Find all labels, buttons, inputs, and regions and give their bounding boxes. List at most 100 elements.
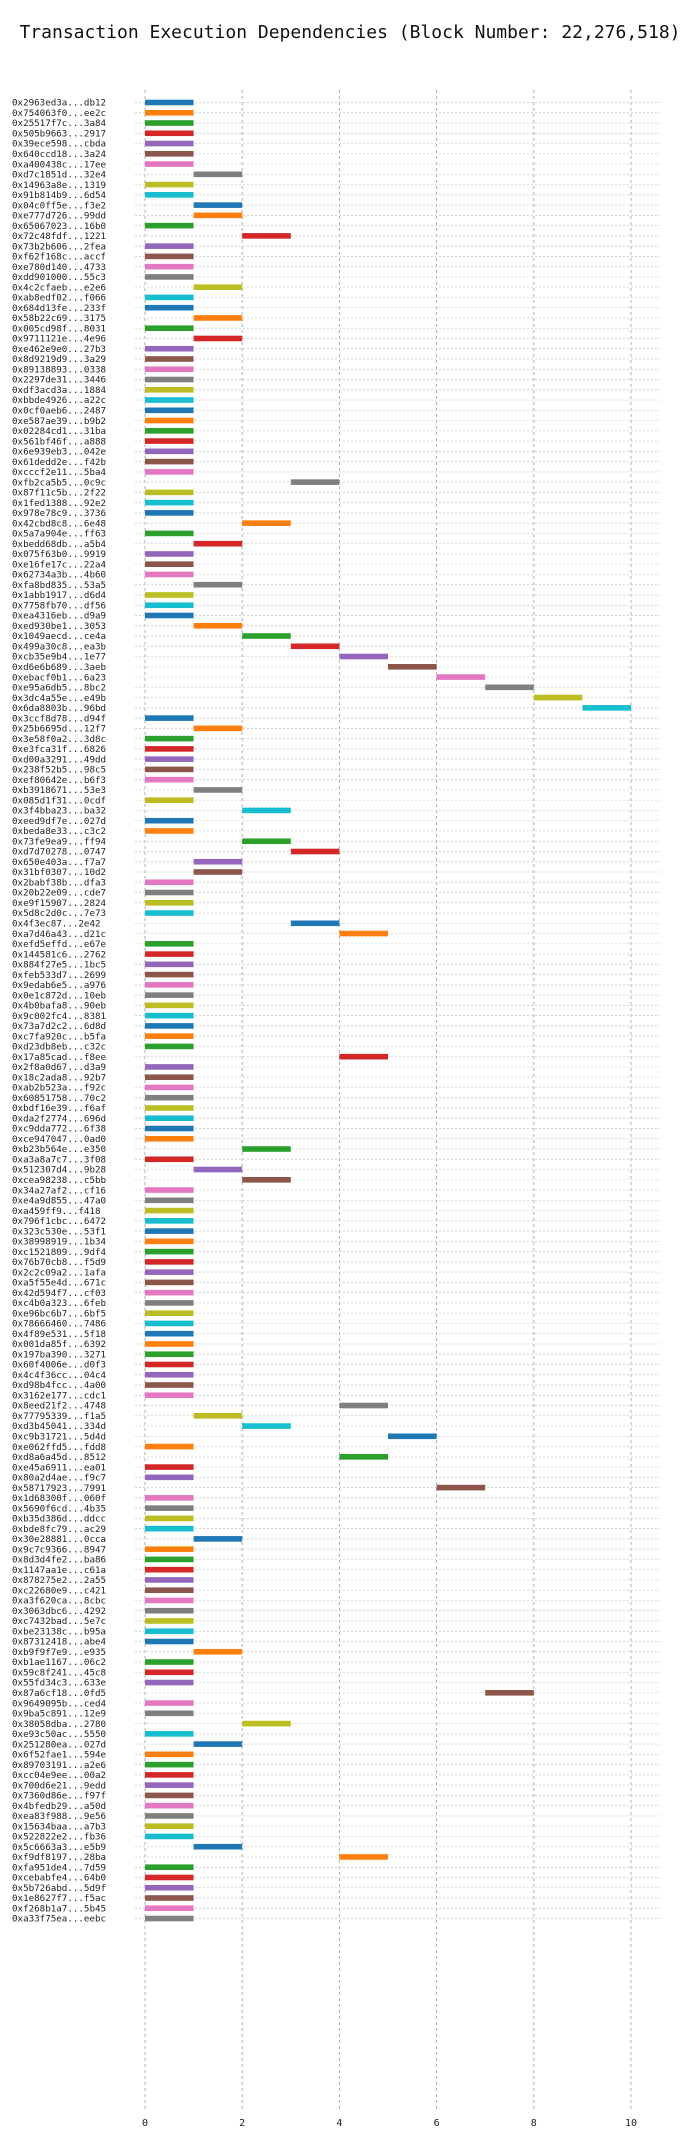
transaction-label: 0x2babf38b...dfa3 [12, 877, 106, 888]
transaction-bar [145, 766, 194, 773]
transaction-bar [145, 1392, 194, 1399]
transaction-label: 0x60851758...70c2 [12, 1093, 106, 1104]
transaction-label: 0xbde8fc79...ac29 [12, 1524, 106, 1535]
transaction-label: 0xb1ae1167...06c2 [12, 1657, 106, 1668]
transaction-bar [145, 1269, 194, 1275]
transaction-bar [145, 1546, 194, 1552]
transaction-label: 0xfb2ca5b5...0c9c [12, 477, 106, 488]
transaction-bar [145, 1279, 194, 1286]
transaction-bar [145, 1084, 194, 1091]
transaction-label: 0xb3918671...53e3 [12, 785, 106, 796]
transaction-bar [145, 1330, 194, 1337]
transaction-label: 0xc7432bad...5e7c [12, 1616, 106, 1627]
transaction-label: 0x58b22c69...3175 [12, 313, 106, 324]
transaction-label: 0x650e403a...f7a7 [12, 857, 106, 868]
transaction-bar [193, 725, 243, 732]
transaction-bar [145, 294, 194, 301]
transaction-label: 0x1147aa1e...c61a [12, 1565, 106, 1576]
transaction-bar [145, 1833, 194, 1840]
transaction-bar [193, 315, 243, 321]
transaction-label: 0x754063f0...ee2c [12, 108, 106, 119]
transaction-bar [242, 520, 291, 526]
transaction-bar [145, 592, 194, 598]
transaction-bar [145, 99, 194, 106]
transaction-label: 0xdf3acd3a...1884 [12, 385, 107, 396]
transaction-label: 0xa7d46a43...d21c [12, 929, 106, 940]
transaction-bar [145, 1361, 194, 1368]
transaction-bar [145, 889, 194, 896]
transaction-label: 0xc7fa920c...b5fa [12, 1031, 106, 1042]
transaction-label: 0x085d1f31...0cdf [12, 795, 106, 806]
transaction-bar [242, 807, 291, 814]
transaction-bar [145, 1813, 194, 1819]
transaction-bar [145, 1731, 194, 1737]
transaction-bar [145, 274, 194, 280]
transaction-label: 0x7758fb70...df56 [12, 600, 106, 611]
transaction-bar [145, 982, 194, 988]
transaction-bar [145, 1505, 194, 1511]
transaction-label: 0xd7d70278...0747 [12, 847, 106, 858]
transaction-label: 0xd3b45041...334d [12, 1421, 106, 1432]
transaction-bar [193, 581, 243, 588]
transaction-bar [145, 1566, 194, 1573]
transaction-label: 0xefd5effd...e67e [12, 939, 106, 950]
transaction-label: 0x2f8a0d67...d3a9 [12, 1062, 106, 1073]
transaction-label: 0x20b22e09...cde7 [12, 888, 106, 899]
transaction-label: 0x4c4f36cc...04c4 [12, 1370, 107, 1381]
transaction-label: 0xbe23138c...b95a [12, 1626, 106, 1637]
transaction-label: 0x2963ed3a...db12 [12, 98, 106, 109]
transaction-label: 0xc1521809...9df4 [12, 1247, 107, 1258]
x-tick-label: 0 [142, 2118, 148, 2129]
transaction-bar [145, 428, 194, 434]
transaction-label: 0x9649095b...ced4 [12, 1698, 107, 1709]
transaction-bar [145, 961, 194, 968]
transaction-bar [145, 1064, 194, 1070]
transaction-bar [145, 1659, 194, 1665]
transaction-bar [145, 161, 194, 167]
transaction-label: 0x3063dbc6...4292 [12, 1606, 106, 1617]
transaction-label: 0x197ba390...3271 [12, 1349, 106, 1360]
transaction-bar [242, 233, 291, 239]
transaction-label: 0xfeb533d7...2699 [12, 970, 106, 981]
transaction-label: 0x3e58f0a2...3d8c [12, 734, 106, 745]
transaction-bar [145, 1679, 194, 1686]
transaction-bar [145, 910, 194, 916]
transaction-label: 0x77795339...f1a5 [12, 1411, 106, 1422]
transaction-bar [145, 109, 194, 116]
transaction-label: 0xcea98238...c5bb [12, 1175, 106, 1186]
transaction-bar [193, 1648, 243, 1655]
transaction-label: 0xe777d726...99dd [12, 211, 106, 222]
transaction-label: 0x8d9219d9...3a29 [12, 354, 106, 365]
transaction-label: 0x075f63b0...9919 [12, 549, 106, 560]
transaction-label: 0x3162e177...cdc1 [12, 1390, 106, 1401]
x-tick-label: 6 [434, 2118, 440, 2129]
transaction-label: 0x512307d4...9b28 [12, 1165, 106, 1176]
transaction-bar [145, 1638, 194, 1645]
transaction-bar [290, 643, 340, 650]
transaction-bar [339, 930, 388, 937]
transaction-label: 0x5a7a904e...ff63 [12, 529, 106, 540]
transaction-label: 0x5b726abd...5d9f [12, 1883, 106, 1894]
transaction-bar [145, 1915, 194, 1922]
transaction-label: 0xdd901000...55c3 [12, 272, 106, 283]
transaction-bar [145, 397, 194, 403]
transaction-bar [290, 848, 340, 855]
transaction-bar [145, 1474, 194, 1481]
transaction-bar [145, 130, 194, 137]
transaction-label: 0x25517f7c...3a84 [12, 118, 107, 129]
transaction-bar [145, 325, 194, 332]
transaction-label: 0x30e28881...0cca [12, 1534, 106, 1545]
transaction-bar [145, 1094, 194, 1101]
transaction-bar [145, 356, 194, 362]
transaction-bar [145, 1710, 194, 1717]
transaction-label: 0x65067023...16b0 [12, 221, 106, 232]
transaction-label: 0xcc04e9ee...00a2 [12, 1770, 106, 1781]
transaction-bar [145, 1033, 194, 1039]
transaction-bar [145, 1197, 194, 1204]
transaction-bar [145, 1587, 194, 1593]
transaction-bar [145, 1105, 194, 1111]
transaction-bar [242, 1146, 291, 1152]
transaction-bar [193, 284, 243, 290]
transaction-label: 0x87a6cf18...0fd5 [12, 1688, 106, 1699]
transaction-label: 0x9edab6e5...a976 [12, 980, 106, 991]
